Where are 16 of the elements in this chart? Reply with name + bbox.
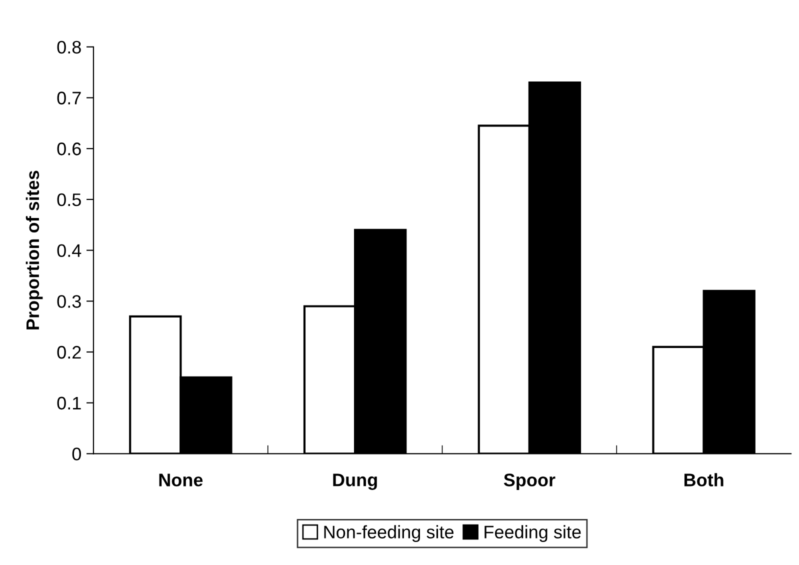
y-tick-label: 0.3 bbox=[57, 295, 81, 308]
y-tick-label: 0.8 bbox=[57, 40, 81, 54]
y-axis-title: Proportion of sites bbox=[26, 170, 43, 330]
x-tick-label: Both bbox=[684, 473, 724, 486]
y-tick-label: 0.4 bbox=[57, 244, 82, 258]
legend-label: Feeding site bbox=[484, 525, 581, 542]
y-tick-label: 0 bbox=[72, 448, 81, 460]
x-tick-label: Dung bbox=[333, 474, 377, 490]
y-tick-label: 0.1 bbox=[57, 396, 81, 410]
y-tick-label: 0.6 bbox=[57, 142, 81, 156]
y-tick-label: 0.2 bbox=[57, 346, 81, 359]
y-tick-label: 0.5 bbox=[57, 193, 81, 206]
x-tick-label: None bbox=[159, 474, 203, 486]
y-tick-label: 0.7 bbox=[57, 92, 81, 104]
legend-label: Non-feeding site bbox=[324, 525, 454, 542]
x-tick-label: Spoor bbox=[504, 474, 556, 490]
